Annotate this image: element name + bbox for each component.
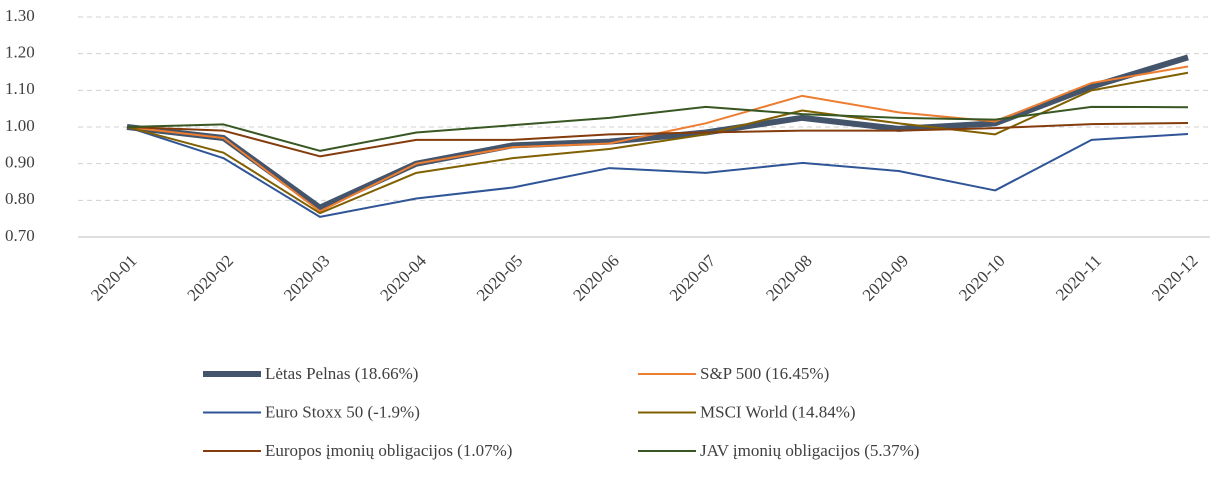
y-tick-label: 1.30 xyxy=(5,6,35,25)
y-tick-label: 0.80 xyxy=(5,189,35,208)
series-line xyxy=(126,71,1189,215)
series-line xyxy=(126,105,1189,152)
legend-label: Europos įmonių obligacijos (1.07%) xyxy=(265,441,512,460)
x-tick-label: 2020-06 xyxy=(569,251,623,305)
x-tick-label: 2020-01 xyxy=(87,251,141,305)
y-tick-label: 1.10 xyxy=(5,79,35,98)
x-tick-label: 2020-05 xyxy=(473,251,527,305)
legend-label: Euro Stoxx 50 (-1.9%) xyxy=(265,402,420,421)
series-line xyxy=(126,121,1189,158)
y-tick-label: 1.00 xyxy=(5,116,35,135)
y-tick-label: 0.90 xyxy=(5,153,35,172)
y-tick-label: 1.20 xyxy=(5,43,35,62)
x-tick-label: 2020-12 xyxy=(1148,251,1202,305)
x-tick-label: 2020-07 xyxy=(666,251,720,305)
x-tick-label: 2020-04 xyxy=(376,251,430,305)
series-line xyxy=(126,126,1189,218)
x-tick-label: 2020-08 xyxy=(762,251,816,305)
legend-label: JAV įmonių obligacijos (5.37%) xyxy=(700,441,919,460)
x-tick-label: 2020-02 xyxy=(184,251,238,305)
legend-label: S&P 500 (16.45%) xyxy=(700,364,829,383)
x-tick-label: 2020-10 xyxy=(955,251,1009,305)
y-tick-label: 0.70 xyxy=(5,226,35,245)
legend-label: Lėtas Pelnas (18.66%) xyxy=(265,364,418,383)
x-tick-label: 2020-03 xyxy=(280,251,334,305)
x-tick-label: 2020-11 xyxy=(1052,251,1105,304)
legend-label: MSCI World (14.84%) xyxy=(700,402,856,421)
x-tick-label: 2020-09 xyxy=(859,251,913,305)
